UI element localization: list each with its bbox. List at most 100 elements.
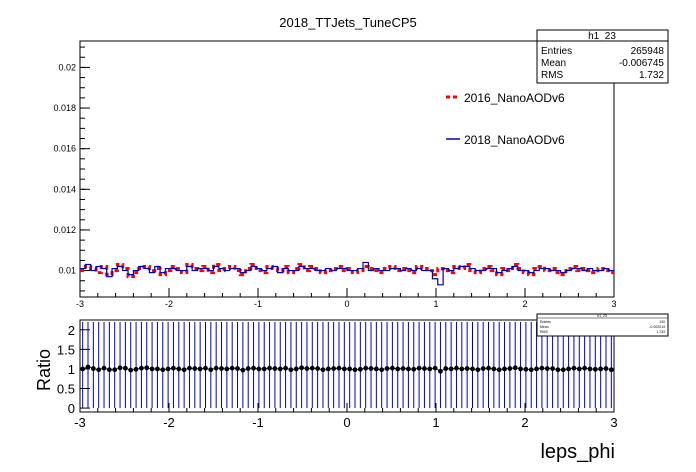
- ratio-stats-value-rms: 1.733: [656, 330, 665, 334]
- ratio-stats-value-entries: 100: [659, 320, 665, 324]
- ratio-point: [256, 366, 262, 372]
- stats-value-rms: 1.732: [639, 70, 664, 81]
- ratio-y-tick-label: 1.5: [57, 342, 75, 357]
- ratio-point: [560, 367, 566, 373]
- ratio-point: [122, 365, 128, 371]
- ratio-point: [251, 365, 256, 371]
- ratio-x-tick-label: -2: [163, 415, 175, 430]
- stats-label-rms: RMS: [541, 70, 564, 81]
- ratio-point: [432, 365, 438, 371]
- ratio-point: [507, 366, 513, 371]
- ratio-point: [277, 366, 283, 372]
- top-x-tick-label: -1: [254, 299, 262, 309]
- top-x-tick-label: 0: [344, 299, 349, 309]
- stats-box: h1_23 Entries 265948 Mean -0.006745 RMS …: [536, 29, 669, 84]
- legend-label-2018: 2018_NanoAODv6: [464, 133, 565, 147]
- ratio-point: [518, 366, 523, 372]
- ratio-point: [325, 366, 331, 372]
- ratio-point: [331, 366, 337, 371]
- ratio-y-tick-label: 0.5: [57, 382, 75, 397]
- ratio-point: [128, 367, 134, 373]
- ratio-stats-box: h1_23 Entries 100 Mean -0.002014 RMS 1.7…: [536, 313, 669, 337]
- ratio-point: [384, 366, 390, 371]
- ratio-point: [486, 365, 491, 371]
- ratio-point: [571, 365, 577, 371]
- ratio-stats-label-entries: Entries: [540, 320, 551, 324]
- ratio-point: [320, 367, 326, 373]
- ratio-point: [139, 365, 144, 371]
- ratio-point: [379, 367, 385, 373]
- ratio-stats-label-rms: RMS: [540, 330, 548, 334]
- top-y-tick-label: 0.01: [58, 266, 76, 276]
- ratio-point: [368, 366, 374, 371]
- legend-label-2016: 2016_NanoAODv6: [464, 91, 565, 105]
- ratio-point: [443, 366, 449, 371]
- ratio-point: [598, 366, 604, 372]
- ratio-point: [85, 364, 91, 370]
- ratio-point: [448, 366, 454, 372]
- ratio-point: [187, 365, 192, 371]
- ratio-point: [454, 365, 459, 371]
- stats-value-entries: 265948: [631, 46, 665, 57]
- stats-label-mean: Mean: [541, 58, 566, 69]
- ratio-point: [502, 366, 507, 372]
- ratio-point: [288, 367, 294, 373]
- ratio-point: [176, 366, 182, 372]
- ratio-point: [496, 367, 502, 373]
- ratio-point: [566, 366, 572, 372]
- ratio-point: [219, 366, 224, 371]
- ratio-stats-value-mean: -0.002014: [649, 325, 665, 329]
- top-x-tick-label: 3: [611, 299, 616, 309]
- ratio-point: [464, 366, 470, 371]
- ratio-point: [422, 366, 427, 371]
- top-x-tick-label: 1: [433, 299, 438, 309]
- ratio-point: [400, 366, 406, 371]
- ratio-point: [592, 366, 598, 372]
- ratio-point: [438, 368, 443, 374]
- ratio-y-tick-label: 0: [68, 401, 75, 416]
- ratio-x-tick-label: 1: [432, 415, 439, 430]
- ratio-point: [299, 365, 305, 371]
- top-y-tick-label: 0.018: [53, 103, 76, 113]
- x-axis-title: leps_phi: [540, 441, 615, 463]
- ratio-x-tick-label: -3: [74, 415, 86, 430]
- stats-label-entries: Entries: [541, 46, 572, 57]
- ratio-point: [582, 365, 588, 371]
- ratio-point: [203, 365, 208, 371]
- ratio-point: [491, 366, 497, 372]
- ratio-series-group: [80, 321, 614, 409]
- ratio-point: [181, 367, 187, 373]
- ratio-plot-frame: [79, 319, 615, 413]
- ratio-point: [544, 366, 550, 371]
- top-y-tick-label: 0.014: [53, 184, 76, 194]
- ratio-point: [149, 366, 155, 372]
- ratio-point: [224, 366, 230, 372]
- top-series-group: [80, 261, 614, 286]
- chart-title: 2018_TTJets_TuneCP5: [279, 15, 417, 30]
- ratio-point: [235, 366, 240, 371]
- ratio-point: [395, 366, 401, 372]
- ratio-point: [208, 367, 214, 373]
- ratio-point: [133, 366, 139, 372]
- ratio-x-ticks: -3 -2 -1 0 1 2 3: [74, 403, 618, 430]
- ratio-point: [363, 365, 369, 371]
- ratio-point: [480, 366, 486, 371]
- ratio-point: [80, 366, 86, 372]
- stats-value-mean: -0.006745: [619, 58, 664, 69]
- top-y-tick-label: 0.016: [53, 144, 76, 154]
- ratio-point: [283, 365, 288, 371]
- ratio-point: [352, 367, 358, 373]
- top-y-tick-label: 0.02: [58, 62, 76, 72]
- ratio-point: [603, 366, 609, 371]
- series-line-2018_NanoAODv6: [80, 261, 614, 286]
- ratio-point: [539, 365, 545, 371]
- ratio-point: [347, 366, 353, 372]
- top-x-tick-label: 2: [522, 299, 527, 309]
- ratio-point: [101, 365, 107, 371]
- ratio-point: [555, 367, 561, 373]
- ratio-point: [523, 366, 529, 372]
- top-y-tick-label: 0.012: [53, 225, 76, 235]
- ratio-point: [90, 366, 96, 371]
- ratio-stats-frame: [536, 313, 669, 337]
- ratio-point: [155, 366, 160, 372]
